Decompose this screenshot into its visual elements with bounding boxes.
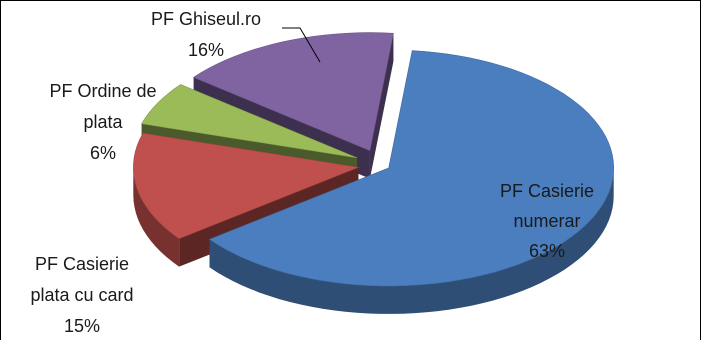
pie-slice xyxy=(141,84,358,159)
pie-slice xyxy=(133,132,360,240)
slice-name-label: PF Ghiseul.ro xyxy=(151,9,261,29)
slice-name-label: numerar xyxy=(513,211,580,231)
slice-value-label: 63% xyxy=(529,241,565,261)
pie-slice xyxy=(192,32,394,152)
slice-value-label: 15% xyxy=(64,316,100,336)
slice-side xyxy=(209,167,614,314)
slice-label: PF Ordine de plata 6% xyxy=(49,81,156,163)
slice-label: PF Ghiseul.ro 16% xyxy=(151,9,261,60)
slice-label: PF Casierie numerar 63% xyxy=(500,181,594,261)
slice-labels: PF Casierie numerar 63% PF Casierie plata cu… xyxy=(30,9,594,336)
slice-name-label: plata xyxy=(83,112,123,132)
slice-name-label: PF Casierie xyxy=(35,254,129,274)
slice-name-label: PF Ordine de xyxy=(49,81,156,101)
slice-tops xyxy=(133,32,615,287)
leader-lines xyxy=(282,27,321,63)
slice-name-label: PF Casierie xyxy=(500,181,594,201)
leader-line xyxy=(282,27,321,63)
slice-wall xyxy=(369,33,394,179)
slice-value-label: 6% xyxy=(90,143,116,163)
slice-label: PF Casierie plata cu card 15% xyxy=(30,254,133,336)
pie-slice xyxy=(208,50,615,287)
slice-value-label: 16% xyxy=(188,40,224,60)
slice-side xyxy=(133,167,180,267)
slice-name-label: plata cu card xyxy=(30,285,133,305)
